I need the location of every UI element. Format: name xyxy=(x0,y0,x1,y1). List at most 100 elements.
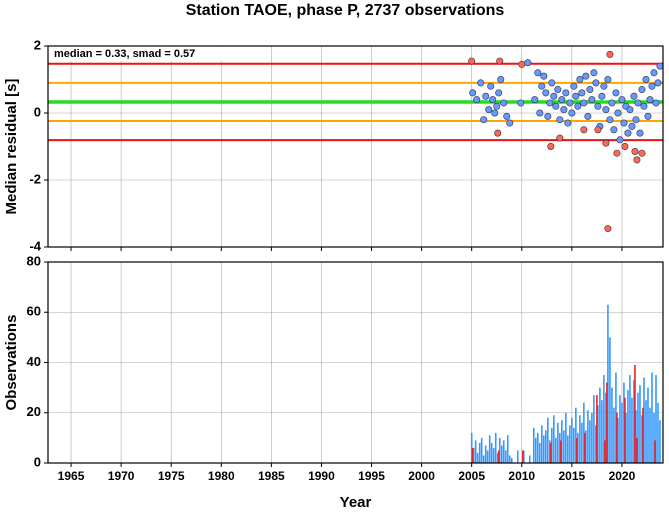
bar xyxy=(571,417,573,463)
point xyxy=(640,102,648,110)
bar xyxy=(625,412,627,463)
point xyxy=(576,76,584,84)
bar xyxy=(559,432,561,463)
bar xyxy=(472,447,475,463)
bar xyxy=(657,402,659,463)
point xyxy=(493,102,501,110)
point xyxy=(562,89,570,97)
bar xyxy=(575,407,577,463)
bar xyxy=(659,420,661,463)
bar xyxy=(557,422,559,463)
bar xyxy=(500,445,503,463)
point xyxy=(644,112,652,120)
x-tick-label: 1990 xyxy=(308,469,335,483)
bar xyxy=(492,447,495,463)
y-tick-label: 0 xyxy=(34,454,41,469)
bar xyxy=(482,455,485,463)
bar xyxy=(634,365,636,463)
y-tick-label: 0 xyxy=(34,104,41,119)
bar xyxy=(605,392,607,463)
bar xyxy=(471,447,474,463)
point xyxy=(485,106,493,114)
bar xyxy=(633,380,635,463)
point xyxy=(540,72,548,80)
bar xyxy=(516,450,519,463)
bar xyxy=(609,337,611,463)
bar xyxy=(470,432,473,463)
bar xyxy=(631,397,633,463)
x-tick-label: 2000 xyxy=(408,469,435,483)
bar xyxy=(637,392,639,463)
point xyxy=(632,116,640,124)
y-tick-label: 2 xyxy=(34,37,41,52)
point xyxy=(584,112,592,120)
bar xyxy=(510,457,513,463)
point xyxy=(556,116,564,124)
bar xyxy=(606,382,608,463)
x-tick-label: 2020 xyxy=(609,469,636,483)
point xyxy=(582,72,590,80)
bar xyxy=(474,440,477,463)
point xyxy=(654,79,662,87)
point xyxy=(566,99,574,107)
plot-frame xyxy=(47,45,664,248)
point xyxy=(618,96,626,104)
bar xyxy=(654,440,656,463)
bar xyxy=(508,455,511,463)
point xyxy=(578,89,586,97)
point xyxy=(652,99,660,107)
point xyxy=(500,99,508,107)
point xyxy=(588,96,596,104)
point xyxy=(542,89,550,97)
point xyxy=(580,99,588,107)
point xyxy=(518,60,526,68)
bar xyxy=(536,432,539,463)
point xyxy=(506,119,514,127)
point xyxy=(496,57,504,65)
bar xyxy=(635,410,637,463)
point xyxy=(503,112,511,120)
bar xyxy=(486,450,489,463)
bar xyxy=(569,425,571,463)
bar xyxy=(496,452,499,463)
bar xyxy=(603,375,605,463)
bar xyxy=(573,427,575,463)
point xyxy=(614,109,622,117)
point xyxy=(558,96,566,104)
bar xyxy=(642,407,644,463)
point xyxy=(616,136,624,144)
point xyxy=(598,92,606,100)
point xyxy=(606,50,614,58)
point xyxy=(564,119,572,127)
bar xyxy=(607,304,609,463)
point xyxy=(604,76,612,84)
bar xyxy=(521,450,524,463)
point xyxy=(477,79,485,87)
point xyxy=(538,82,546,90)
point xyxy=(497,76,505,84)
point xyxy=(536,109,544,117)
point xyxy=(531,96,539,104)
bar xyxy=(550,442,552,463)
point xyxy=(628,122,636,130)
point xyxy=(624,129,632,137)
bar xyxy=(636,437,638,463)
point xyxy=(548,79,556,87)
bar xyxy=(494,432,497,463)
point xyxy=(602,106,610,114)
point xyxy=(631,148,639,156)
bar xyxy=(627,390,629,463)
bar xyxy=(615,372,617,463)
bar xyxy=(567,435,569,463)
y-tick-label: -4 xyxy=(29,238,41,253)
x-axis-label: Year xyxy=(340,494,372,511)
x-tick-label: 1970 xyxy=(108,469,135,483)
point xyxy=(656,62,664,70)
point xyxy=(613,149,621,157)
bar xyxy=(541,425,543,463)
bar xyxy=(649,407,651,463)
bar xyxy=(585,430,587,463)
point xyxy=(606,116,614,124)
point xyxy=(552,102,560,110)
point xyxy=(482,92,490,100)
